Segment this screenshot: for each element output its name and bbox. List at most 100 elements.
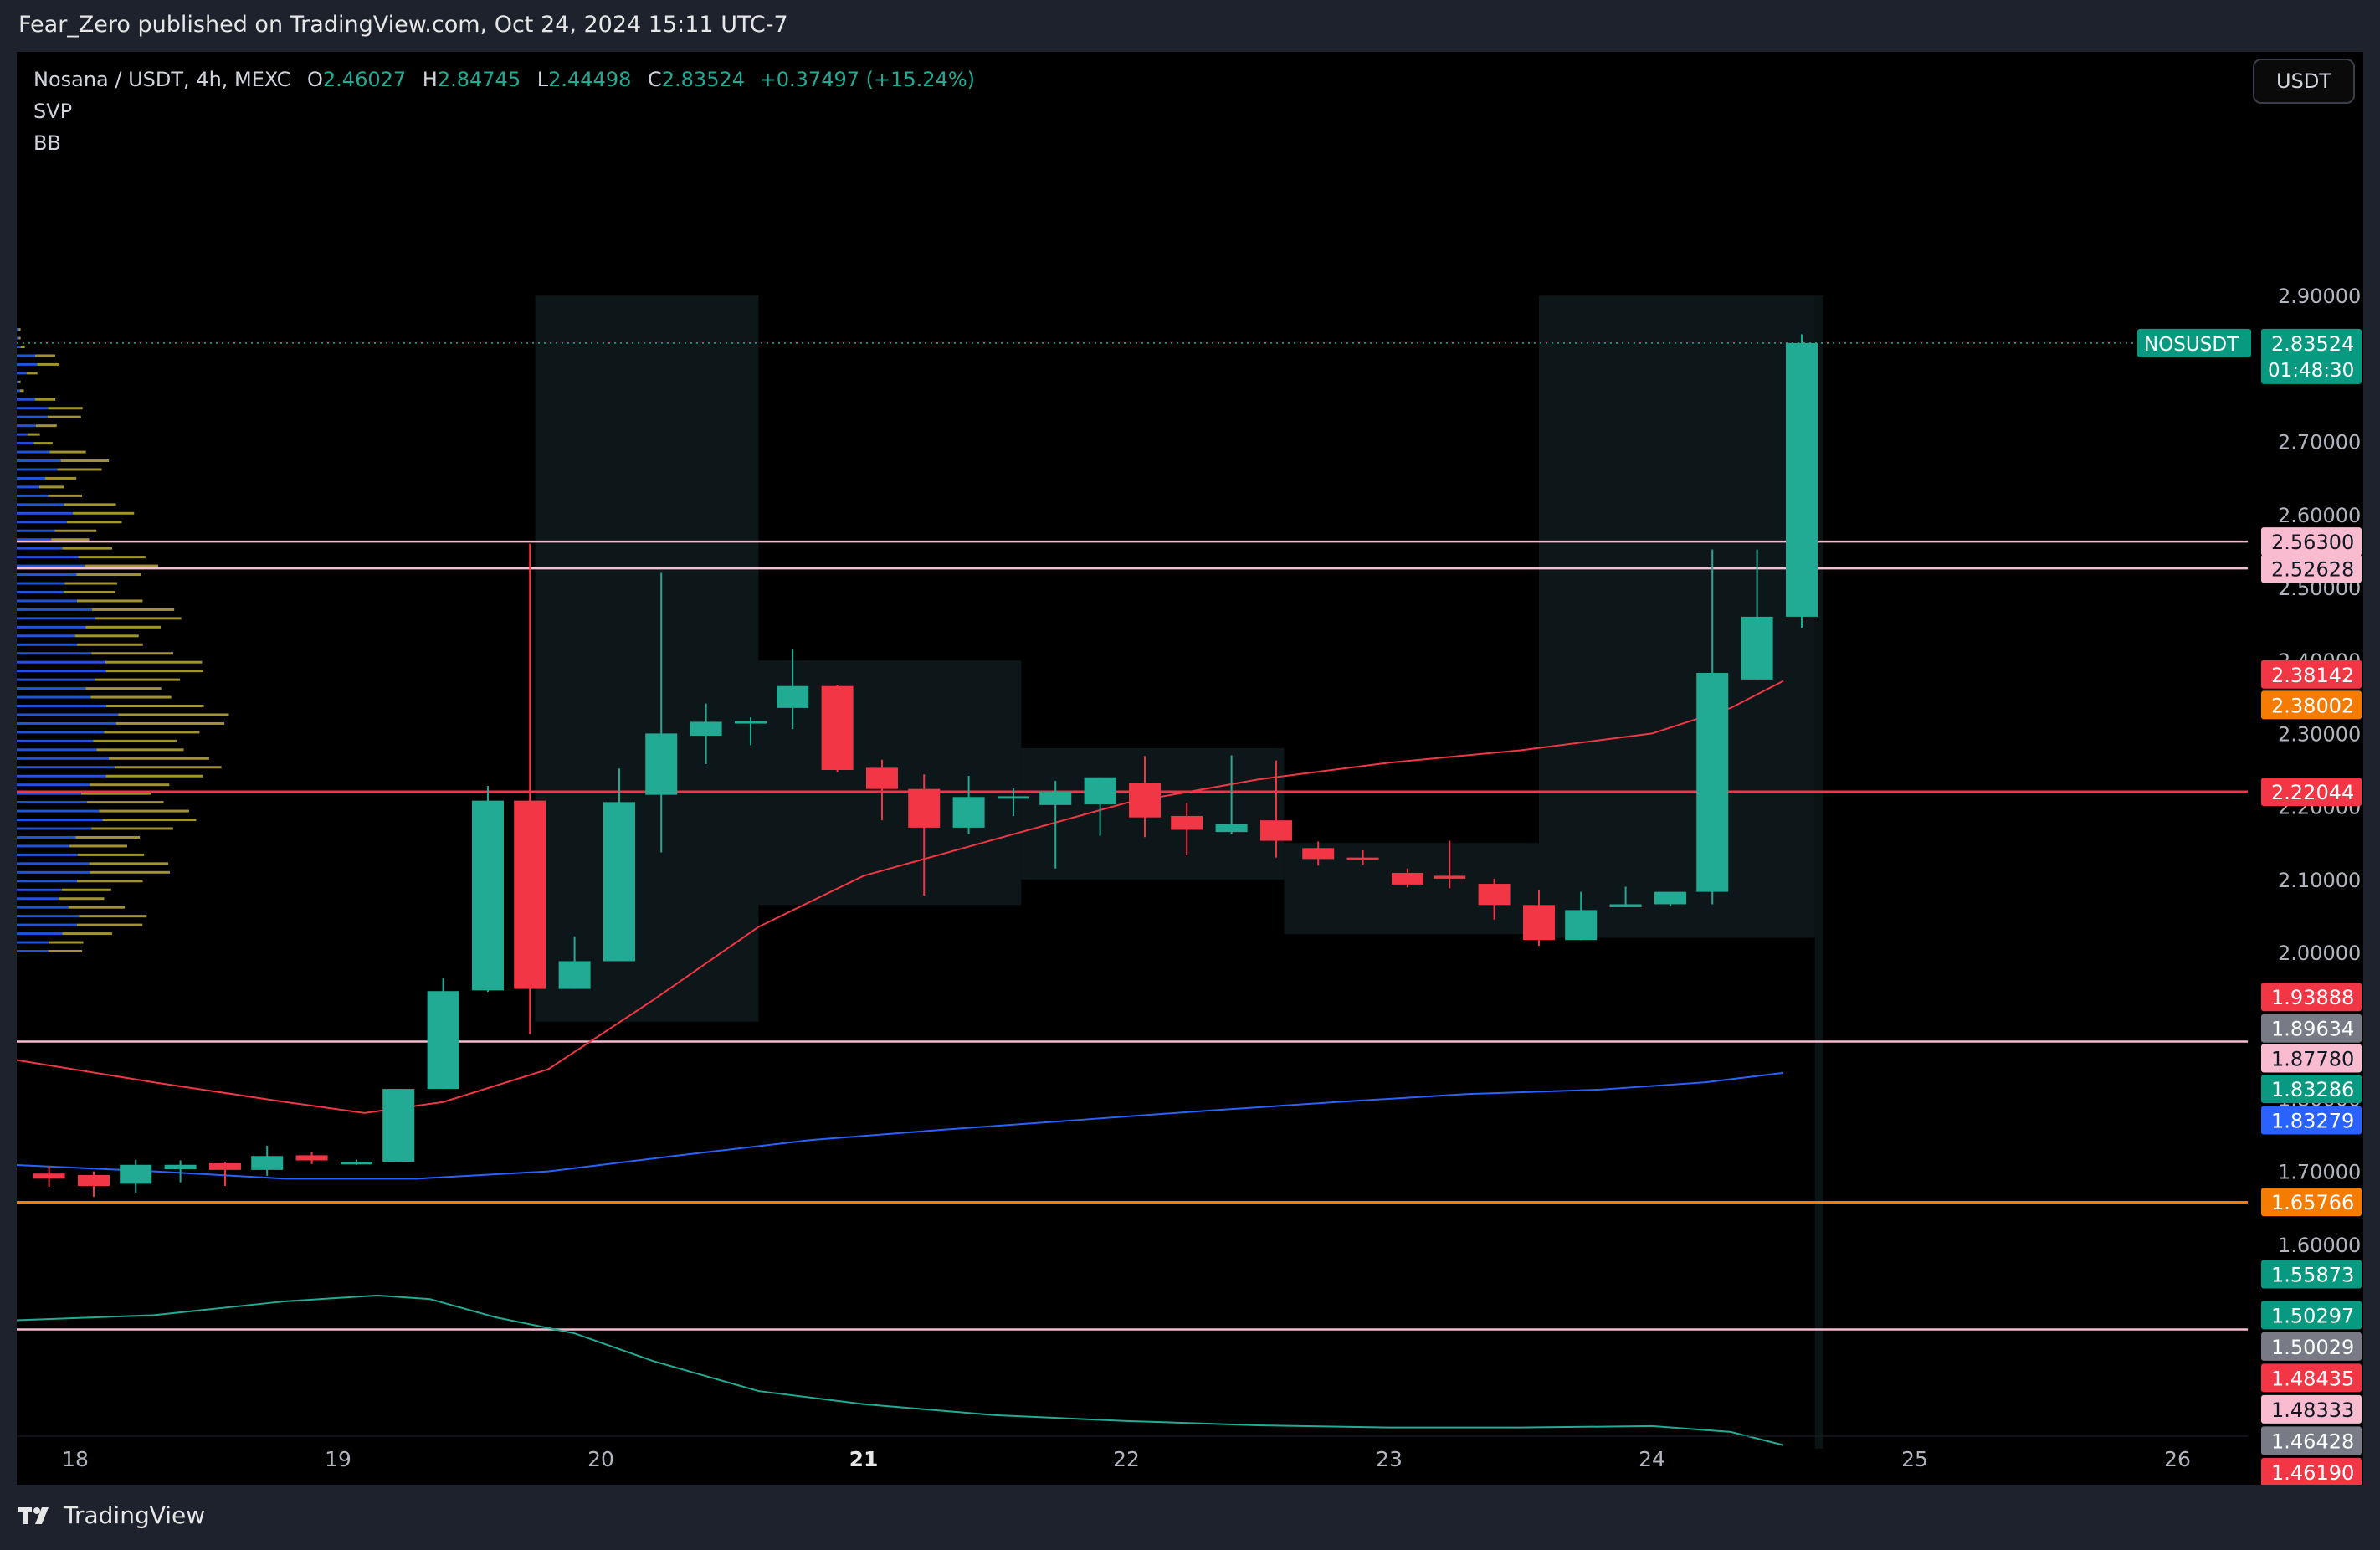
volume-profile-bar — [17, 529, 55, 532]
x-tick-label: 23 — [1376, 1447, 1403, 1471]
volume-profile-bar — [104, 731, 200, 734]
volume-profile-bar — [17, 521, 68, 524]
candle[interactable] — [77, 1174, 110, 1187]
publish-bar: Fear_Zero published on TradingView.com, … — [0, 0, 2380, 52]
volume-profile-bar — [99, 809, 189, 813]
candle[interactable] — [865, 767, 898, 789]
candle[interactable] — [340, 1162, 372, 1165]
bb-upper-line — [17, 1071, 1784, 1180]
candle[interactable] — [164, 1164, 197, 1169]
volume-profile-bar — [105, 670, 203, 673]
candle[interactable] — [952, 797, 985, 828]
last-price-box — [2261, 328, 2362, 384]
price-label: 2.52628 — [2271, 557, 2354, 581]
tradingview-logo-icon — [18, 1506, 49, 1524]
volume-profile-bar — [34, 354, 55, 357]
candle[interactable] — [208, 1163, 241, 1170]
candle[interactable] — [734, 721, 767, 724]
indicator-svp[interactable]: SVP — [33, 100, 73, 123]
candle[interactable] — [603, 802, 635, 962]
volume-profile-bar — [38, 485, 64, 489]
volume-profile-bar — [17, 372, 27, 375]
candle[interactable] — [558, 961, 591, 989]
price-label: 1.89634 — [2271, 1018, 2354, 1041]
indicator-bb[interactable]: BB — [33, 131, 61, 155]
volume-profile-bar — [17, 687, 86, 690]
candle[interactable] — [1654, 891, 1686, 905]
volume-profile-bar — [60, 459, 110, 463]
candle[interactable] — [1478, 884, 1511, 906]
candle[interactable] — [1522, 905, 1555, 941]
volume-profile-bar — [35, 398, 56, 401]
volume-profile-bar — [17, 932, 63, 936]
chart-panel[interactable]: 2.900002.700002.600002.500002.400002.300… — [17, 52, 2363, 1485]
volume-profile-bar — [48, 407, 83, 410]
candle[interactable] — [1259, 820, 1292, 841]
candle[interactable] — [1391, 872, 1423, 885]
candle[interactable] — [251, 1156, 284, 1170]
candle[interactable] — [1346, 857, 1379, 860]
volume-profile-bar — [76, 880, 143, 883]
volume-profile-bar — [17, 792, 81, 795]
price-axis[interactable] — [2248, 52, 2363, 1485]
chart-legend: Nosana / USDT, 4h, MEXC O2.46027 H2.8474… — [33, 64, 975, 159]
candle[interactable] — [1215, 824, 1248, 833]
candle[interactable] — [514, 800, 546, 989]
volume-profile-bar — [114, 766, 222, 769]
price-label: 1.48333 — [2271, 1399, 2354, 1422]
candle[interactable] — [997, 796, 1029, 799]
volume-profile-bar — [61, 888, 111, 891]
volume-profile-bar — [79, 915, 147, 918]
volume-profile-bar — [17, 511, 74, 515]
candle[interactable] — [1302, 848, 1335, 860]
volume-profile-bar — [17, 809, 100, 813]
candle[interactable] — [471, 800, 504, 991]
volume-profile-bar — [17, 835, 76, 839]
volume-profile-bar — [17, 450, 50, 454]
symbol-title[interactable]: Nosana / USDT, 4h, MEXC — [33, 68, 291, 91]
volume-profile-bar — [102, 819, 197, 822]
candle[interactable] — [1434, 875, 1466, 879]
candle[interactable] — [1171, 815, 1203, 830]
candle[interactable] — [645, 733, 678, 795]
volume-profile-bar — [62, 932, 112, 936]
volume-profile-bar — [64, 503, 116, 506]
open-value: 2.46027 — [322, 68, 407, 91]
candle[interactable] — [1039, 792, 1072, 805]
volume-profile-bar — [18, 328, 21, 331]
volume-profile-bar — [95, 617, 182, 620]
volume-profile-bar — [17, 556, 79, 559]
currency-button[interactable]: USDT — [2253, 59, 2355, 104]
volume-profile-bar — [69, 844, 127, 848]
volume-profile-bar — [17, 547, 63, 550]
candle[interactable] — [1084, 777, 1116, 804]
price-label: 1.46190 — [2271, 1461, 2354, 1485]
volume-profile-bar — [62, 547, 113, 550]
volume-profile-bar — [77, 643, 143, 646]
candle[interactable] — [295, 1155, 328, 1161]
candle[interactable] — [382, 1089, 415, 1162]
volume-profile-bar — [17, 906, 69, 909]
volume-profile-bar — [118, 713, 229, 716]
volume-profile-bar — [17, 538, 52, 541]
candle[interactable] — [1128, 783, 1161, 818]
candle[interactable] — [777, 685, 809, 708]
candle[interactable] — [1785, 342, 1818, 617]
volume-profile-bar — [45, 476, 77, 480]
candle[interactable] — [427, 991, 459, 1090]
volume-profile-bar — [78, 556, 146, 559]
y-tick-label: 2.90000 — [2278, 285, 2361, 308]
candle[interactable] — [1741, 616, 1773, 680]
candle[interactable] — [33, 1173, 65, 1179]
candle[interactable] — [1565, 910, 1598, 941]
price-label-box — [2261, 527, 2362, 557]
price-chart[interactable]: 2.900002.700002.600002.500002.400002.300… — [17, 52, 2363, 1485]
candle[interactable] — [908, 788, 941, 828]
volume-profile-bar — [17, 950, 49, 952]
candle[interactable] — [1696, 673, 1729, 892]
candle[interactable] — [120, 1164, 152, 1184]
bb-basis-line — [17, 680, 1784, 1114]
candle[interactable] — [690, 721, 722, 737]
candle[interactable] — [821, 685, 854, 770]
candle[interactable] — [1609, 904, 1642, 907]
